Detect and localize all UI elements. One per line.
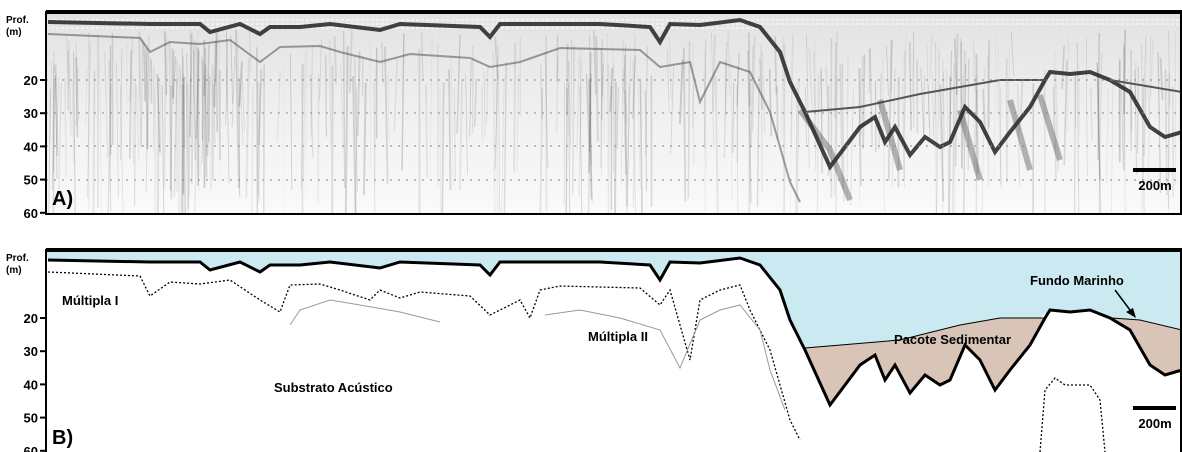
panel-b: Múltipla I Múltipla II Substrato Acústic… (46, 250, 1182, 452)
texture-line (93, 71, 94, 250)
texture-line (936, 42, 937, 219)
texture-line (158, 77, 159, 246)
texture-line (590, 77, 591, 165)
seafloor-multiple (1040, 378, 1105, 452)
scale-bar-label: 200m (1138, 178, 1171, 193)
annotation: Pacote Sedimentar (894, 332, 1011, 347)
annotation: Múltipla II (588, 329, 648, 344)
depth-tick-label: 20 (24, 311, 38, 326)
texture-line (183, 76, 184, 194)
texture-line (761, 44, 762, 192)
panel-label: B) (52, 427, 73, 449)
texture-line (949, 76, 950, 224)
annotation: Múltipla I (62, 293, 118, 308)
texture-line (326, 55, 327, 137)
texture-line (440, 89, 441, 243)
axis-title: Prof. (6, 15, 29, 26)
texture-line (988, 55, 989, 186)
axis-title: Prof. (6, 253, 29, 264)
panel-a: 200m A) Prof. (m) (6, 12, 1182, 263)
multiple-1 (48, 272, 800, 440)
texture-line (1173, 86, 1174, 198)
texture-line (1075, 71, 1076, 232)
texture-line (924, 77, 925, 136)
depth-tick-label: 20 (24, 73, 38, 88)
texture-line (205, 65, 206, 188)
texture-line (615, 82, 616, 242)
texture-line (426, 85, 427, 178)
annotation: Substrato Acústico (274, 380, 393, 395)
depth-tick-label: 30 (24, 106, 38, 121)
figure: 200m A) Prof. (m) Múltipla I Múltipla II… (0, 0, 1182, 452)
depth-tick-label: 60 (24, 444, 38, 452)
depth-tick-label: 30 (24, 344, 38, 359)
axis-title: (m) (6, 27, 22, 38)
texture-line (135, 83, 136, 206)
depth-tick-label: 40 (24, 377, 38, 392)
depth-tick-label: 50 (24, 173, 38, 188)
texture-line (817, 73, 818, 241)
texture-line (257, 47, 258, 214)
panel-label: A) (52, 188, 73, 210)
texture-line (749, 81, 750, 243)
axis-title: (m) (6, 265, 22, 276)
depth-tick-label: 60 (24, 206, 38, 221)
texture-line (318, 73, 319, 202)
depth-tick-label: 50 (24, 411, 38, 426)
depth-tick-label: 40 (24, 139, 38, 154)
scale-bar-label: 200m (1138, 416, 1171, 431)
annotation: Fundo Marinho (1030, 273, 1124, 288)
texture-line (904, 51, 905, 181)
texture-line (835, 43, 836, 118)
